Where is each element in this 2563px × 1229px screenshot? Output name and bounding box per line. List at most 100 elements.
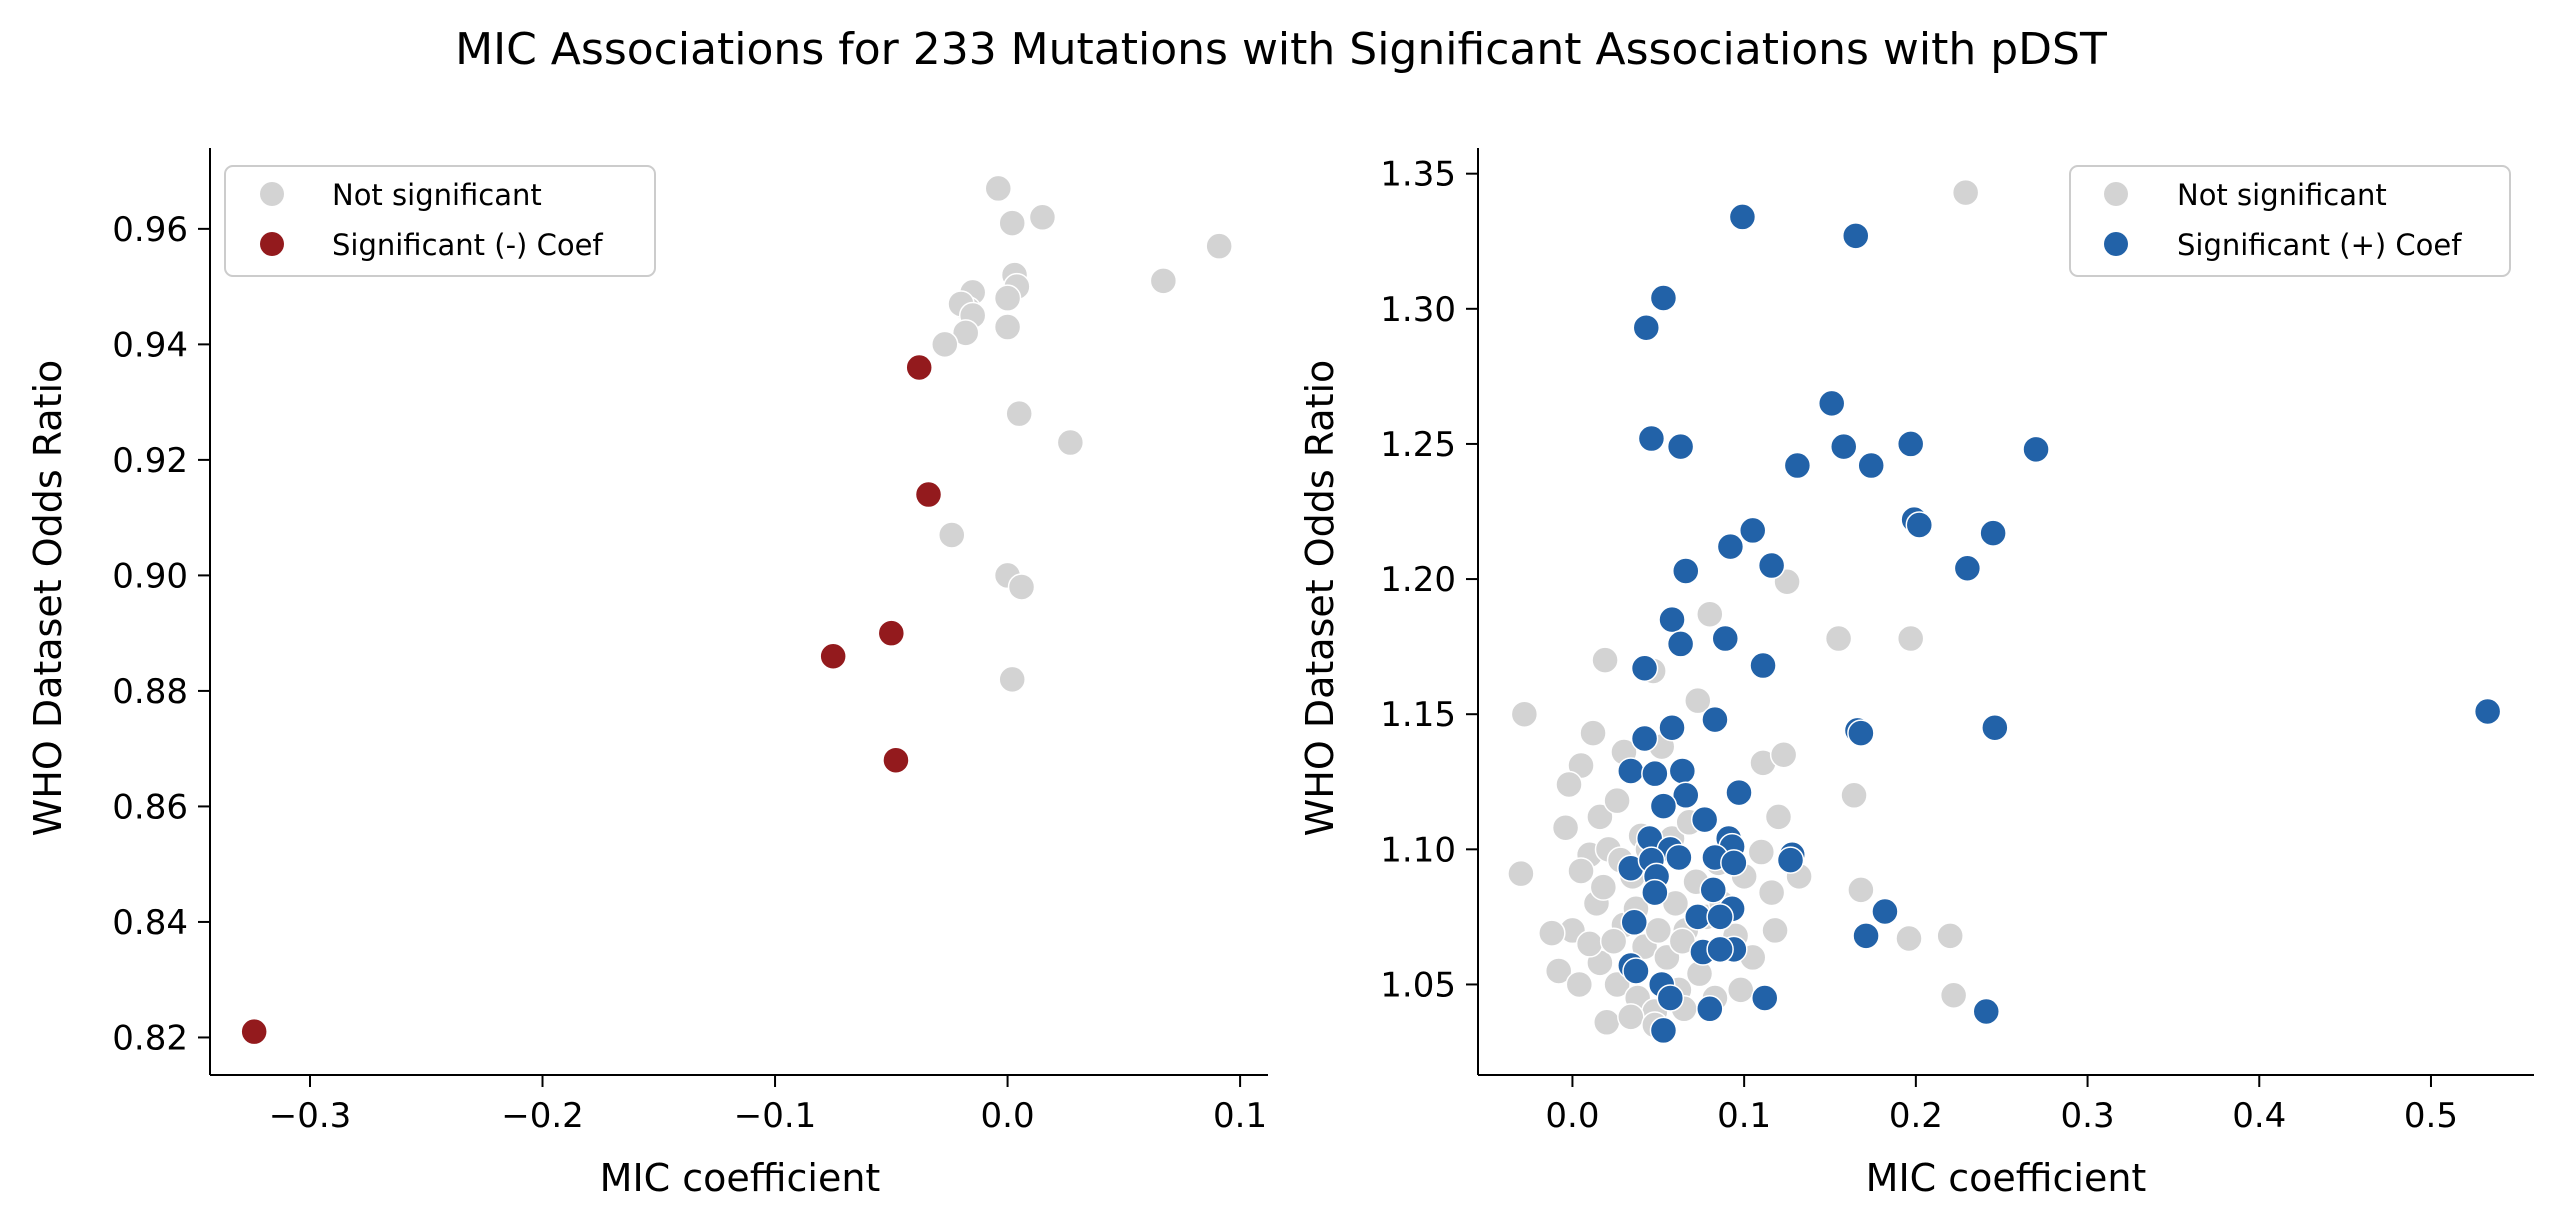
right-point-significant (1666, 630, 1695, 658)
left-data-points (240, 174, 1233, 1046)
left-point-not-significant (998, 665, 1026, 694)
left-x-tick-label: −0.1 (734, 1096, 817, 1136)
right-point-significant (1783, 451, 1812, 480)
left-legend-label-not-significant: Not significant (332, 178, 542, 212)
right-point-not-significant (1747, 838, 1776, 866)
left-x-tick-label: −0.3 (269, 1096, 352, 1136)
right-legend: Not significant Significant (+) Coef (2069, 165, 2511, 277)
right-x-tick-label: 0.5 (2404, 1096, 2458, 1136)
right-point-not-significant (1544, 957, 1573, 985)
right-point-significant (1728, 203, 1757, 231)
left-legend: Not significant Significant (-) Coef (224, 165, 656, 277)
right-x-tick-label: 0.3 (2061, 1096, 2115, 1136)
right-point-significant (1972, 997, 2001, 1026)
left-point-significant (905, 353, 933, 382)
left-point-significant (819, 642, 847, 671)
right-legend-label-not-significant: Not significant (2177, 178, 2387, 212)
right-point-not-significant (1896, 624, 1925, 653)
right-point-significant (1672, 781, 1700, 810)
right-point-not-significant (1769, 740, 1798, 769)
right-y-tick-label: 1.35 (1380, 155, 1456, 195)
right-point-not-significant (1567, 857, 1595, 885)
right-x-tick-label: 0.2 (1889, 1096, 1943, 1136)
left-point-not-significant (984, 174, 1013, 203)
right-point-significant (1696, 995, 1724, 1023)
right-y-tick-label: 1.15 (1380, 695, 1456, 735)
left-y-tick-label: 0.88 (112, 672, 188, 712)
right-point-significant (1725, 778, 1753, 807)
left-scatter-panel: −0.3 −0.2 −0.1 0.0 0.1 0.82 0.84 0.86 0.88 0.90 0.… (26, 148, 1268, 1200)
left-point-not-significant (1028, 203, 1057, 232)
right-point-not-significant (1510, 700, 1539, 728)
right-legend-marker-not-significant (2104, 182, 2128, 206)
right-x-axis-label: MIC coefficient (1866, 1156, 2147, 1200)
right-point-significant (1751, 984, 1779, 1012)
right-point-significant (1706, 935, 1734, 964)
left-point-not-significant (931, 330, 959, 359)
left-y-tick-label: 0.90 (112, 556, 188, 596)
right-data-points (1507, 178, 2502, 1045)
left-point-not-significant (1149, 267, 1178, 295)
left-point-not-significant (938, 521, 966, 549)
right-point-significant (1637, 424, 1666, 453)
right-point-significant (1622, 957, 1650, 985)
right-point-significant (1829, 432, 1858, 461)
right-point-not-significant (1936, 922, 1964, 950)
right-point-not-significant (1764, 803, 1793, 831)
right-point-significant (1699, 876, 1727, 904)
right-point-significant (1953, 554, 1982, 583)
right-point-significant (1979, 519, 2007, 547)
left-point-not-significant (1005, 399, 1033, 428)
left-point-not-significant (1007, 573, 1036, 601)
left-point-not-significant (993, 284, 1022, 312)
left-y-axis-label: WHO Dataset Odds Ratio (26, 360, 70, 837)
right-y-tick-label: 1.05 (1380, 965, 1456, 1005)
left-x-tick-label: 0.0 (981, 1096, 1035, 1136)
left-point-significant (240, 1017, 268, 1046)
right-point-significant (1720, 849, 1748, 877)
right-point-not-significant (1644, 916, 1673, 945)
right-legend-label-significant-positive: Significant (+) Coef (2177, 228, 2462, 262)
right-point-significant (1749, 651, 1777, 680)
right-legend-frame (2069, 165, 2511, 277)
right-point-not-significant (1895, 924, 1923, 953)
right-point-significant (1776, 846, 1805, 874)
right-point-not-significant (1757, 878, 1786, 907)
right-point-significant (1871, 897, 1899, 926)
right-point-not-significant (1551, 813, 1580, 842)
right-point-not-significant (1593, 1008, 1621, 1037)
right-point-not-significant (1696, 600, 1724, 628)
right-point-significant (1847, 719, 1875, 747)
right-point-significant (1738, 516, 1767, 545)
right-point-significant (1690, 805, 1719, 834)
right-point-significant (1632, 313, 1661, 342)
right-point-significant (1617, 757, 1645, 785)
right-point-significant (1620, 908, 1649, 937)
left-point-not-significant (998, 209, 1026, 237)
left-point-not-significant (951, 319, 980, 347)
left-y-tick-label: 0.94 (112, 325, 188, 365)
right-y-tick-label: 1.20 (1380, 560, 1456, 600)
left-point-not-significant (1056, 428, 1085, 457)
left-point-significant (914, 480, 943, 509)
left-legend-marker-not-significant (260, 182, 284, 206)
left-point-significant (877, 619, 906, 647)
right-point-significant (1896, 430, 1925, 458)
right-point-not-significant (1507, 859, 1535, 888)
right-legend-marker-significant-positive (2104, 232, 2128, 256)
right-point-significant (1817, 389, 1846, 418)
right-point-not-significant (1603, 786, 1631, 815)
right-point-significant (1716, 532, 1745, 561)
right-point-not-significant (1951, 178, 1980, 207)
left-point-significant (882, 746, 910, 774)
right-point-significant (1665, 843, 1693, 872)
right-point-significant (1706, 903, 1734, 931)
right-point-not-significant (1579, 719, 1607, 747)
right-y-tick-label: 1.25 (1380, 425, 1456, 465)
right-point-significant (1649, 1016, 1678, 1045)
right-point-significant (1641, 878, 1669, 907)
left-point-not-significant (993, 313, 1022, 341)
right-point-not-significant (1538, 919, 1566, 947)
right-point-significant (1630, 724, 1659, 753)
right-point-significant (1656, 984, 1685, 1012)
